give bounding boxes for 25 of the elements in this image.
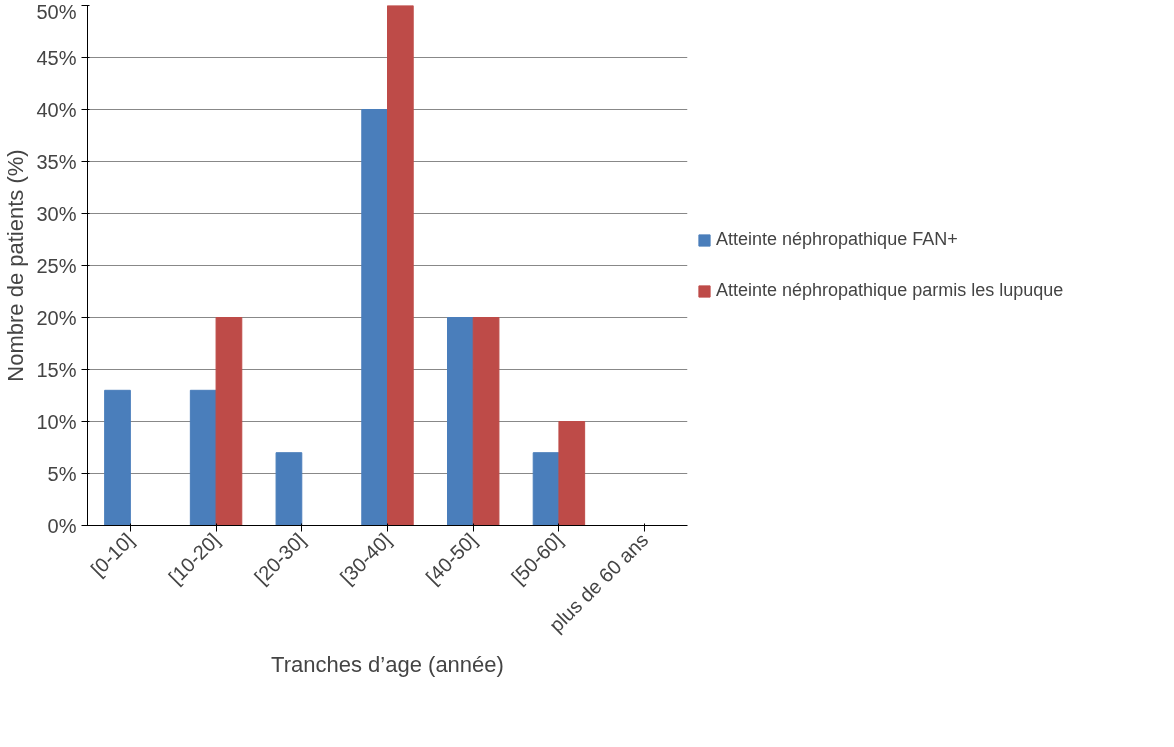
y-tick-label: 10% <box>36 410 77 433</box>
bar <box>472 317 500 526</box>
y-tick-label: 15% <box>36 358 77 381</box>
y-tick-label: 45% <box>36 46 77 69</box>
y-tick-label: 0% <box>47 514 77 537</box>
bar <box>361 109 388 526</box>
bar <box>532 452 560 526</box>
y-tick-label: 40% <box>36 98 77 121</box>
y-tick-label: 5% <box>47 462 77 485</box>
bar <box>558 421 586 526</box>
y-tick-label: 30% <box>36 202 77 225</box>
bar <box>275 452 303 526</box>
bar <box>104 389 131 526</box>
y-tick-label: 50% <box>36 0 77 23</box>
legend-label: Atteinte néphropathique FAN+ <box>716 229 958 250</box>
y-tick-label: 20% <box>36 306 77 329</box>
bar <box>215 317 243 526</box>
bar <box>387 5 414 526</box>
legend-label: Atteinte néphropathique parmis les lupuque <box>716 280 1064 301</box>
bar <box>447 317 474 526</box>
bar <box>189 389 217 526</box>
y-tick-label: 25% <box>36 254 77 277</box>
x-axis-title: Tranches d’age (année) <box>271 652 504 678</box>
y-axis-title: Nombre de patients (%) <box>3 149 29 382</box>
y-tick-label: 35% <box>36 150 77 173</box>
